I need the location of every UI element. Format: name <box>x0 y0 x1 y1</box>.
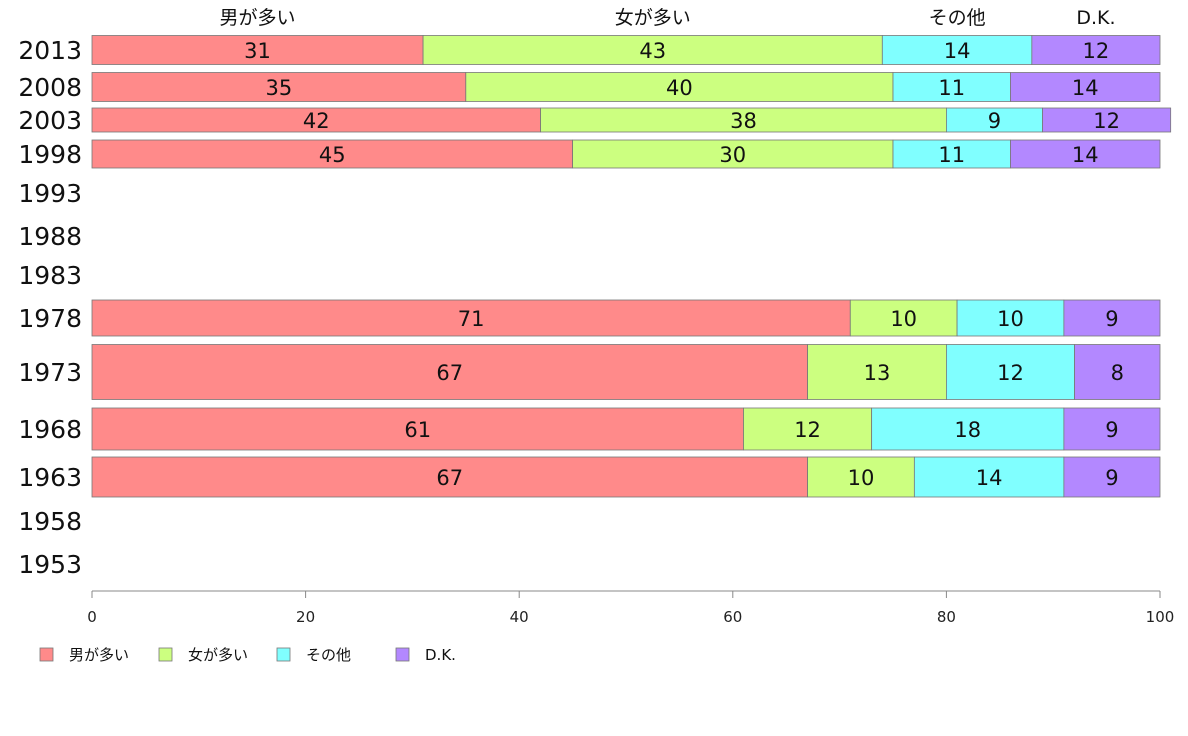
data-label-1973-series-3: 8 <box>1111 361 1124 385</box>
legend-swatch-3 <box>395 647 410 662</box>
bar-1968-series-2 <box>871 407 1065 451</box>
bar-1968-series-0 <box>91 407 744 451</box>
legend-swatch-0 <box>39 647 54 662</box>
data-label-1978-series-1: 10 <box>890 307 917 331</box>
bar-2003-series-0 <box>91 107 541 133</box>
bar-1978-series-3 <box>1063 299 1161 337</box>
category-label-1963: 1963 <box>18 463 82 492</box>
category-label-1978: 1978 <box>18 304 82 333</box>
bar-1973-series-2 <box>946 344 1075 400</box>
legend-swatch-1 <box>158 647 173 662</box>
bar-1968-series-3 <box>1063 407 1161 451</box>
data-label-1968-series-1: 12 <box>794 418 821 442</box>
series-header-3: D.K. <box>1076 7 1115 29</box>
bar-1963-series-2 <box>913 456 1065 498</box>
data-label-2008-series-1: 40 <box>666 76 693 100</box>
data-label-1998-series-0: 45 <box>319 143 346 167</box>
data-label-1968-series-0: 61 <box>404 418 431 442</box>
bar-2003-series-1 <box>540 107 947 133</box>
bar-1963-series-3 <box>1063 456 1161 498</box>
data-label-1968-series-2: 18 <box>954 418 981 442</box>
category-label-1953: 1953 <box>18 550 82 579</box>
series-header-1: 女が多い <box>615 7 691 29</box>
bar-2008-series-0 <box>91 72 467 102</box>
bar-2008-series-3 <box>1010 72 1161 102</box>
x-tick-label-100: 100 <box>1146 608 1175 626</box>
legend-label-0: 男が多い <box>69 646 129 664</box>
bar-1998-series-1 <box>572 139 894 169</box>
bar-1963-series-0 <box>91 456 808 498</box>
bar-1973-series-1 <box>807 344 947 400</box>
data-label-2008-series-3: 14 <box>1072 76 1099 100</box>
legend-label-2: その他 <box>306 646 351 664</box>
x-tick-label-80: 80 <box>937 608 956 626</box>
legend-label-3: D.K. <box>425 646 456 664</box>
bar-1973-series-0 <box>91 344 808 400</box>
category-label-1983: 1983 <box>18 261 82 290</box>
category-label-2008: 2008 <box>18 73 82 102</box>
legend-swatch-2 <box>276 647 291 662</box>
category-label-2003: 2003 <box>18 106 82 135</box>
data-label-2003-series-2: 9 <box>988 109 1001 133</box>
series-header-2: その他 <box>929 7 986 29</box>
data-label-2013-series-0: 31 <box>244 39 271 63</box>
category-label-2013: 2013 <box>18 36 82 65</box>
x-tick-label-60: 60 <box>723 608 742 626</box>
x-tick-label-20: 20 <box>296 608 315 626</box>
data-label-2008-series-0: 35 <box>266 76 293 100</box>
data-label-1978-series-3: 9 <box>1105 307 1118 331</box>
data-label-1998-series-2: 11 <box>938 143 965 167</box>
category-label-1993: 1993 <box>18 179 82 208</box>
data-label-1973-series-0: 67 <box>436 361 463 385</box>
category-labels: 2013 2008 2003 1998 1993 1988 1983 1978 1973 1968… <box>18 36 82 579</box>
data-label-1978-series-0: 71 <box>458 307 485 331</box>
data-label-1963-series-2: 14 <box>976 466 1003 490</box>
legend-label-1: 女が多い <box>188 646 248 664</box>
data-label-2008-series-2: 11 <box>938 76 965 100</box>
bar-2013-series-2 <box>881 35 1033 65</box>
series-header-0: 男が多い <box>220 7 296 29</box>
x-tick-label-40: 40 <box>510 608 529 626</box>
data-label-2013-series-2: 14 <box>944 39 971 63</box>
data-label-2013-series-1: 43 <box>639 39 666 63</box>
bar-2008-series-2 <box>892 72 1011 102</box>
bar-1978-series-1 <box>849 299 958 337</box>
bar-1998-series-3 <box>1010 139 1161 169</box>
x-tick-label-0: 0 <box>87 608 97 626</box>
bar-2003-series-3 <box>1042 107 1172 133</box>
data-label-1963-series-0: 67 <box>436 466 463 490</box>
category-label-1973: 1973 <box>18 358 82 387</box>
data-label-1998-series-3: 14 <box>1072 143 1099 167</box>
bars-layer: 31 43 14 12 35 40 11 14 42 38 9 12 45 30 11 14 71 10 10 9 67… <box>91 35 1172 498</box>
legend: 男が多い 女が多い その他 D.K. <box>39 646 456 664</box>
data-label-1963-series-1: 10 <box>848 466 875 490</box>
bar-2008-series-1 <box>465 72 894 102</box>
x-axis: 0 20 40 60 80 100 <box>87 590 1175 626</box>
category-label-1958: 1958 <box>18 507 82 536</box>
data-label-1998-series-1: 30 <box>719 143 746 167</box>
data-label-2003-series-3: 12 <box>1093 109 1120 133</box>
data-label-2003-series-1: 38 <box>730 109 757 133</box>
bar-2013-series-0 <box>91 35 424 65</box>
bar-1998-series-0 <box>91 139 574 169</box>
series-headers: 男が多い 女が多い その他 D.K. <box>220 7 1116 29</box>
data-label-1968-series-3: 9 <box>1105 418 1118 442</box>
data-label-1963-series-3: 9 <box>1105 466 1118 490</box>
data-label-2003-series-0: 42 <box>303 109 330 133</box>
category-label-1968: 1968 <box>18 415 82 444</box>
bar-2013-series-3 <box>1031 35 1161 65</box>
category-label-1988: 1988 <box>18 222 82 251</box>
bar-1973-series-3 <box>1074 344 1161 400</box>
data-label-1973-series-2: 12 <box>997 361 1024 385</box>
category-label-1998: 1998 <box>18 140 82 169</box>
data-label-1973-series-1: 13 <box>864 361 891 385</box>
data-label-1978-series-2: 10 <box>997 307 1024 331</box>
data-label-2013-series-3: 12 <box>1083 39 1110 63</box>
bar-1978-series-0 <box>91 299 851 337</box>
bar-1978-series-2 <box>956 299 1065 337</box>
bar-2013-series-1 <box>422 35 883 65</box>
